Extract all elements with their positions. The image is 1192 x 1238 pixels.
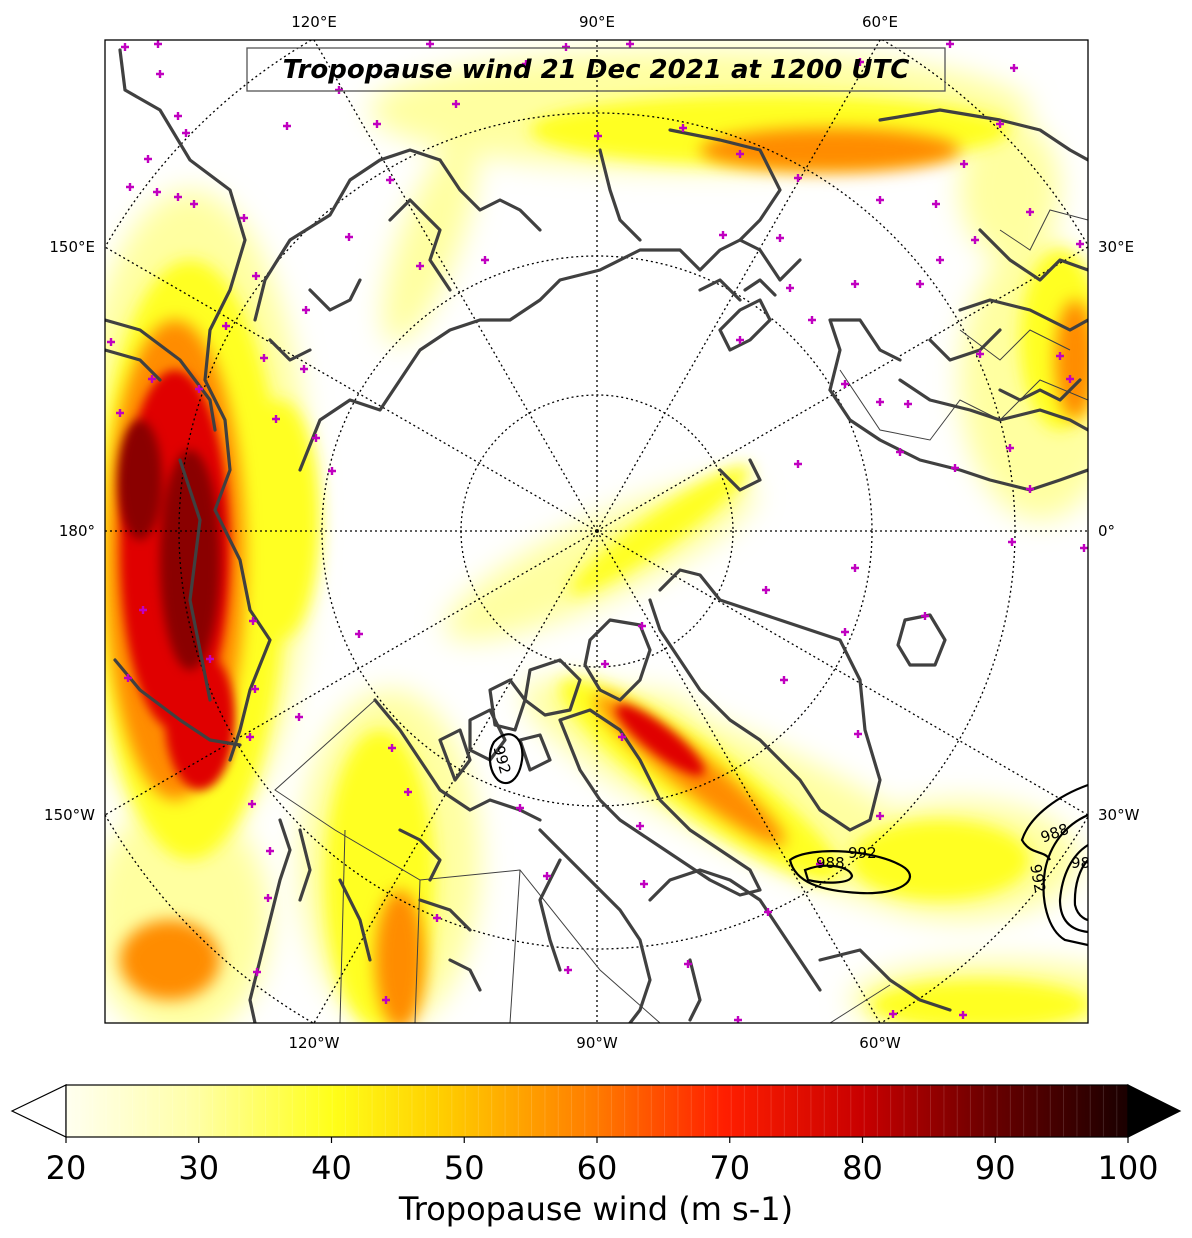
label-bottom-60w: 60°W <box>859 1034 901 1052</box>
label-top-60e: 60°E <box>862 13 898 31</box>
label-top-120e: 120°E <box>291 13 337 31</box>
coastlines <box>105 48 1088 1023</box>
graticule-labels: 120°E 90°E 60°E 120°W 90°W 60°W 150°E 18… <box>44 13 1140 1052</box>
contour-label-988-a: 988 <box>816 854 845 872</box>
colorbar-tick-label-70: 70 <box>709 1149 750 1187</box>
colorbar-tick-label-40: 40 <box>311 1149 352 1187</box>
label-right-30e: 30°E <box>1098 238 1134 256</box>
map-title-box <box>246 47 946 92</box>
colorbar-label: Tropopause wind (m s-1) <box>398 1190 793 1228</box>
label-right-0: 0° <box>1098 522 1115 540</box>
label-left-180: 180° <box>59 522 95 540</box>
label-bottom-120w: 120°W <box>289 1034 340 1052</box>
colorbar-tick-label-20: 20 <box>46 1149 87 1187</box>
label-left-150e: 150°E <box>49 238 95 256</box>
label-bottom-90w: 90°W <box>576 1034 618 1052</box>
wind-field <box>105 50 1088 1023</box>
colorbar-tick-label-90: 90 <box>975 1149 1016 1187</box>
colorbar-tick-label-100: 100 <box>1097 1149 1158 1187</box>
colorbar-tick-label-50: 50 <box>444 1149 485 1187</box>
wind-field-core <box>118 420 220 670</box>
map-title: Tropopause wind 21 Dec 2021 at 1200 UTC <box>283 55 910 85</box>
label-right-30w: 30°W <box>1098 806 1140 824</box>
colorbar-tick-label-30: 30 <box>178 1149 219 1187</box>
colorbar: 20 30 40 50 60 70 80 90 100 Tropopause wind (m s… <box>10 1084 1182 1228</box>
borders <box>274 209 1088 1023</box>
colorbar-extend-low <box>10 1084 67 1138</box>
colorbar-extend-high <box>1127 1084 1182 1138</box>
contour-label-98: 98 <box>1071 854 1090 872</box>
colorbar-tick-label-60: 60 <box>577 1149 618 1187</box>
colorbar-tick-label-80: 80 <box>842 1149 883 1187</box>
station-markers <box>107 40 1088 1023</box>
contour-label-992-b: 992 <box>848 844 877 862</box>
colorbar-ticks: 20 30 40 50 60 70 80 90 100 <box>46 1137 1159 1187</box>
pressure-contours <box>488 733 1088 947</box>
label-top-90e: 90°E <box>579 13 615 31</box>
map-frame <box>104 39 1089 1024</box>
label-left-150w: 150°W <box>44 806 95 824</box>
colorbar-steps <box>66 1085 1128 1137</box>
contour-label-992-c: 992 <box>1026 863 1049 894</box>
